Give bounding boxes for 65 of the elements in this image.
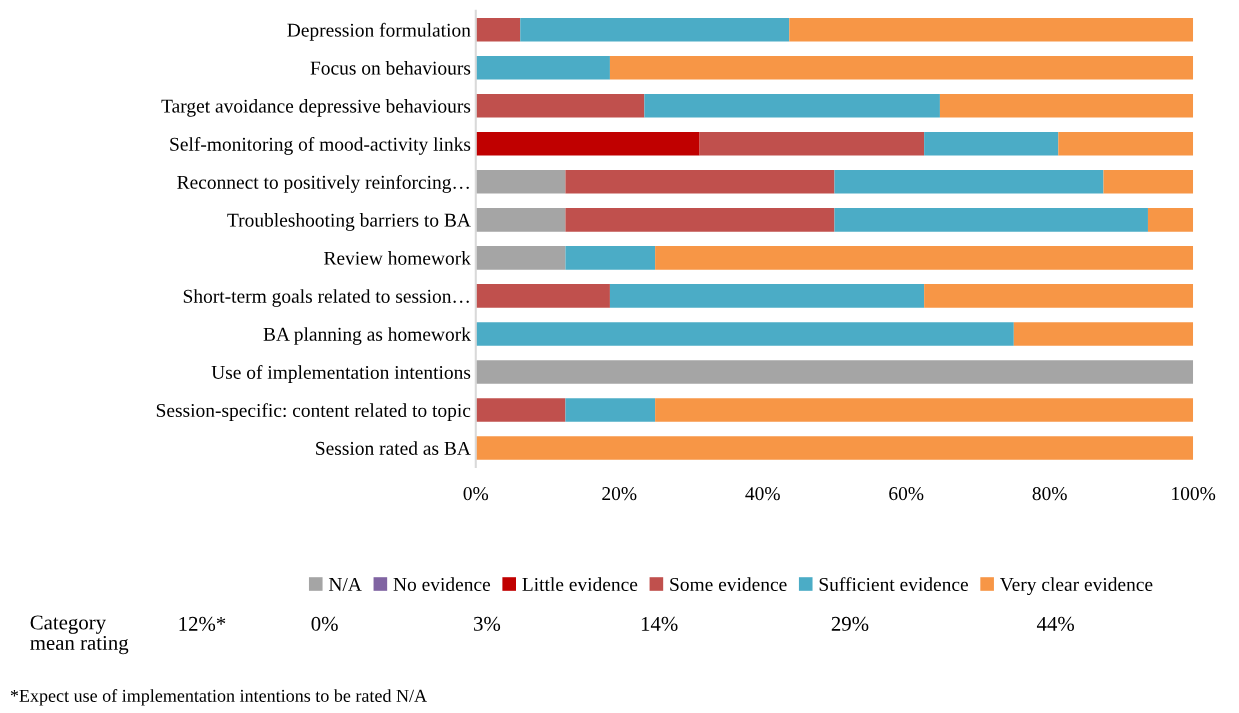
text: 29% (831, 616, 869, 631)
text: 12%* (179, 616, 226, 631)
bar (520, 17, 790, 42)
legend-label: No evidence (393, 577, 491, 592)
bar (475, 93, 645, 118)
bar (644, 93, 940, 118)
bar (475, 17, 521, 42)
legend-label: Sufficient evidence (819, 577, 968, 592)
bar (939, 93, 1194, 118)
bar (789, 17, 1194, 42)
bar (924, 284, 1194, 308)
bar (699, 132, 925, 156)
bar (1103, 170, 1194, 194)
bar (1013, 322, 1194, 346)
y-tick-label: Self-monitoring of mood-activity links (170, 136, 471, 155)
bar (475, 246, 566, 270)
text: 14% (641, 616, 678, 631)
bar (655, 246, 1194, 270)
bar (475, 436, 1194, 460)
bar (565, 246, 656, 270)
bar (609, 55, 1194, 80)
bar (475, 132, 700, 156)
y-tick-label: Session-specific: content related to topic (156, 403, 471, 421)
text: *Expect use of implementation intentions to be rated N/A (10, 689, 427, 706)
bar (1058, 132, 1194, 156)
bar (609, 284, 925, 308)
text: 44% (1036, 616, 1075, 631)
y-tick-label: Reconnect to positively reinforcing… (177, 174, 469, 193)
bar (475, 284, 610, 308)
bar (1147, 208, 1194, 232)
text: Category mean rating (30, 615, 129, 655)
y-tick-label: Use of implementation intentions (211, 365, 471, 383)
y-tick-label: Short-term goals related to session… (183, 289, 469, 307)
x-tick-label: 20% (602, 487, 637, 501)
y-tick-label: Depression formulation (287, 22, 471, 41)
bar (475, 322, 1014, 346)
x-tick-label: 60% (889, 487, 924, 501)
bar (834, 208, 1148, 232)
bar (475, 398, 566, 422)
x-tick-label: 0% (463, 487, 489, 501)
bar (475, 208, 566, 232)
y-tick-label: Review homework (324, 251, 471, 265)
text: 3% (474, 616, 501, 631)
x-tick-label: 40% (745, 487, 780, 501)
bar (475, 360, 1194, 384)
bar (655, 398, 1194, 422)
bar (924, 132, 1059, 156)
bar (834, 170, 1104, 194)
bar (565, 398, 656, 422)
text: 0% (311, 616, 338, 631)
bar (565, 170, 835, 194)
bar (475, 55, 610, 80)
legend-label: Little evidence (522, 577, 638, 592)
x-tick-label: 100% (1172, 487, 1216, 501)
y-tick-label: Target avoidance depressive behaviours (161, 99, 471, 117)
bar (475, 170, 566, 194)
y-tick-label: Troubleshooting barriers to BA (227, 213, 471, 231)
bar (565, 208, 835, 232)
legend-label: Some evidence (670, 577, 787, 592)
y-tick-label: Session rated as BA (316, 441, 471, 455)
legend-label: Very clear evidence (999, 577, 1153, 596)
y-tick-label: Focus on behaviours (310, 60, 471, 75)
legend-label: N/A (328, 577, 362, 592)
y-tick-label: BA planning as homework (263, 327, 471, 345)
x-tick-label: 80% (1032, 487, 1067, 501)
